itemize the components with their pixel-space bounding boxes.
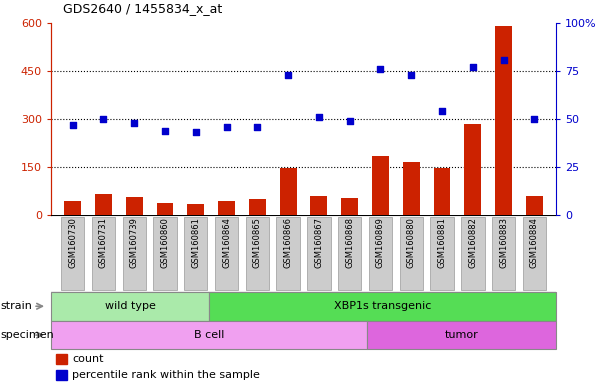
Bar (311, 197, 328, 215)
Bar (56, 370, 67, 380)
FancyBboxPatch shape (338, 217, 361, 290)
FancyBboxPatch shape (51, 321, 367, 349)
Text: percentile rank within the sample: percentile rank within the sample (72, 370, 260, 380)
Text: XBP1s transgenic: XBP1s transgenic (334, 301, 431, 311)
Bar (433, 168, 451, 215)
Bar (465, 124, 481, 215)
FancyBboxPatch shape (369, 217, 392, 290)
FancyBboxPatch shape (61, 217, 84, 290)
Point (499, 56, 508, 63)
FancyBboxPatch shape (492, 217, 515, 290)
FancyBboxPatch shape (123, 217, 146, 290)
Point (468, 64, 478, 70)
FancyBboxPatch shape (184, 217, 207, 290)
Text: GSM160868: GSM160868 (345, 217, 354, 268)
Text: GSM160883: GSM160883 (499, 217, 508, 268)
Text: GSM160860: GSM160860 (160, 217, 169, 268)
Bar (526, 196, 543, 215)
Text: GSM160866: GSM160866 (284, 217, 293, 268)
Bar (341, 199, 358, 215)
Bar (156, 203, 174, 215)
Point (314, 114, 324, 120)
Text: tumor: tumor (444, 330, 478, 340)
Point (345, 118, 355, 124)
Bar (249, 199, 266, 215)
FancyBboxPatch shape (51, 292, 209, 321)
Text: count: count (72, 354, 104, 364)
Text: B cell: B cell (194, 330, 224, 340)
FancyBboxPatch shape (461, 217, 484, 290)
Text: GSM160884: GSM160884 (530, 217, 539, 268)
Point (406, 72, 416, 78)
Point (252, 124, 262, 130)
FancyBboxPatch shape (246, 217, 269, 290)
Text: specimen: specimen (0, 330, 53, 340)
Point (160, 127, 170, 134)
FancyBboxPatch shape (307, 217, 331, 290)
Text: GSM160739: GSM160739 (130, 217, 139, 268)
Text: strain: strain (0, 301, 32, 311)
Bar (403, 162, 419, 215)
FancyBboxPatch shape (215, 217, 238, 290)
Point (529, 116, 539, 122)
Point (99, 116, 108, 122)
Text: GSM160730: GSM160730 (68, 217, 77, 268)
Text: GSM160865: GSM160865 (253, 217, 262, 268)
Text: GSM160880: GSM160880 (407, 217, 416, 268)
Text: GSM160861: GSM160861 (191, 217, 200, 268)
Bar (495, 26, 512, 215)
Point (222, 124, 231, 130)
Text: GSM160867: GSM160867 (314, 217, 323, 268)
FancyBboxPatch shape (209, 292, 556, 321)
Text: GSM160881: GSM160881 (438, 217, 447, 268)
Bar (372, 156, 389, 215)
FancyBboxPatch shape (523, 217, 546, 290)
Text: GSM160869: GSM160869 (376, 217, 385, 268)
FancyBboxPatch shape (92, 217, 115, 290)
Bar (95, 194, 112, 215)
Point (129, 120, 139, 126)
Bar (64, 200, 81, 215)
FancyBboxPatch shape (400, 217, 423, 290)
FancyBboxPatch shape (430, 217, 454, 290)
Bar (218, 200, 235, 215)
Point (68, 122, 78, 128)
Bar (126, 197, 142, 215)
FancyBboxPatch shape (367, 321, 556, 349)
Point (191, 129, 201, 136)
Text: GSM160882: GSM160882 (468, 217, 477, 268)
Point (283, 72, 293, 78)
Text: GSM160731: GSM160731 (99, 217, 108, 268)
FancyBboxPatch shape (276, 217, 300, 290)
Point (376, 66, 385, 72)
Bar (279, 168, 296, 215)
Point (437, 108, 447, 114)
Bar (188, 204, 204, 215)
Text: GSM160864: GSM160864 (222, 217, 231, 268)
Text: GDS2640 / 1455834_x_at: GDS2640 / 1455834_x_at (63, 2, 222, 15)
Bar (56, 354, 67, 364)
Text: wild type: wild type (105, 301, 156, 311)
FancyBboxPatch shape (153, 217, 177, 290)
